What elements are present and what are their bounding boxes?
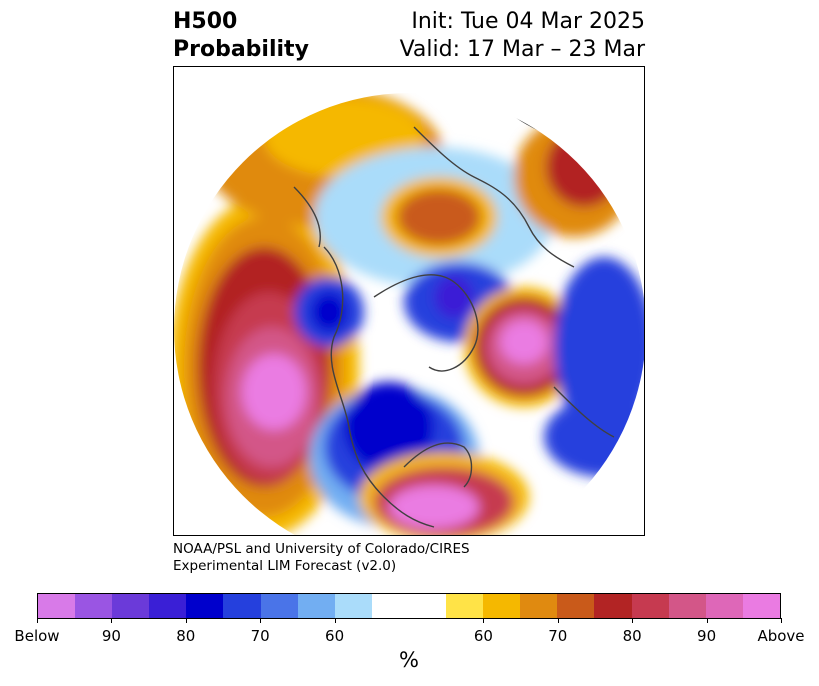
colorbar-swatch <box>260 594 298 618</box>
colorbar-tick-label: 70 <box>250 627 270 645</box>
anomaly-fields <box>174 93 644 535</box>
colorbar-swatch <box>75 594 113 618</box>
colorbar-tick-label: 80 <box>176 627 196 645</box>
valid-range: Valid: 17 Mar – 23 Mar <box>399 37 645 62</box>
colorbar-swatch <box>408 594 447 618</box>
colorbar-swatch <box>446 594 484 618</box>
colorbar-swatch <box>297 594 335 618</box>
colorbar-tick-mark <box>706 618 708 623</box>
init-date: Init: Tue 04 Mar 2025 <box>411 9 645 34</box>
colorbar-tick-label: Below <box>14 627 60 645</box>
colorbar-swatch <box>38 594 76 618</box>
colorbar-unit: % <box>399 648 419 672</box>
colorbar-tick-label: 90 <box>697 627 717 645</box>
colorbar <box>37 593 781 619</box>
colorbar-swatch <box>112 594 150 618</box>
colorbar-swatch <box>742 594 780 618</box>
colorbar-swatch <box>668 594 706 618</box>
product-name: Probability <box>173 37 309 62</box>
probability-map <box>173 66 645 536</box>
credit-line-2: Experimental LIM Forecast (v2.0) <box>173 558 397 574</box>
colorbar-tick-mark <box>37 618 38 623</box>
map-title: H500 Probability <box>173 8 309 64</box>
colorbar-tick-label: Above <box>757 627 805 645</box>
colorbar-tick-label: 80 <box>622 627 642 645</box>
colorbar-swatch <box>186 594 224 618</box>
colorbar-tick-mark <box>260 618 262 623</box>
colorbar-swatch <box>594 594 632 618</box>
colorbar-swatch <box>149 594 187 618</box>
colorbar-tick-mark <box>111 618 113 623</box>
colorbar-tick-mark <box>185 618 187 623</box>
colorbar-swatch <box>520 594 558 618</box>
colorbar-tick-label: 90 <box>101 627 121 645</box>
colorbar-tick-mark <box>483 618 485 623</box>
colorbar-swatch <box>705 594 743 618</box>
data-credit: NOAA/PSL and University of Colorado/CIRE… <box>173 541 470 575</box>
colorbar-tick-label: 60 <box>473 627 493 645</box>
credit-line-1: NOAA/PSL and University of Colorado/CIRE… <box>173 541 470 557</box>
colorbar-tick-mark <box>557 618 559 623</box>
colorbar-tick-mark <box>632 618 634 623</box>
colorbar-swatch <box>483 594 521 618</box>
colorbar-swatch <box>371 594 409 618</box>
colorbar-tick-mark <box>334 618 336 623</box>
field-name: H500 <box>173 9 238 34</box>
colorbar-swatch <box>223 594 261 618</box>
colorbar-swatch <box>334 594 372 618</box>
forecast-dates: Init: Tue 04 Mar 2025 Valid: 17 Mar – 23… <box>400 8 645 64</box>
map-canvas <box>174 93 644 535</box>
colorbar-swatch <box>631 594 669 618</box>
colorbar-tick-mark <box>781 618 782 623</box>
colorbar-tick-label: 60 <box>325 627 345 645</box>
colorbar-swatch <box>557 594 595 618</box>
colorbar-tick-label: 70 <box>548 627 568 645</box>
